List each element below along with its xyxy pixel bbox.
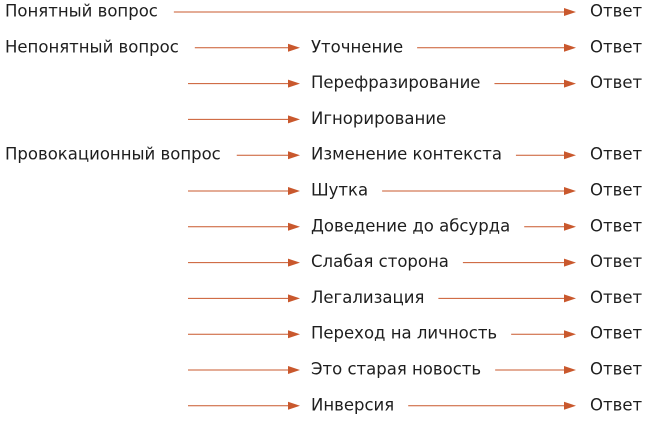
technique: Перефразирование bbox=[311, 73, 480, 92]
technique: Переход на личность bbox=[311, 324, 497, 343]
question: Непонятный вопрос bbox=[5, 37, 179, 56]
answer: Ответ bbox=[590, 181, 642, 200]
technique: Игнорирование bbox=[311, 109, 446, 128]
arrow-head bbox=[288, 43, 300, 52]
answer: Ответ bbox=[590, 73, 642, 92]
arrow-head bbox=[288, 115, 300, 124]
technique: Слабая сторона bbox=[311, 252, 449, 271]
technique: Шутка bbox=[311, 181, 368, 200]
technique: Легализация bbox=[311, 288, 424, 307]
arrow-head bbox=[564, 330, 576, 339]
arrow-head bbox=[564, 43, 576, 52]
answer: Ответ bbox=[590, 2, 642, 21]
arrow-head bbox=[288, 330, 300, 339]
arrow-head bbox=[288, 294, 300, 303]
arrow-head bbox=[564, 366, 576, 374]
technique: Доведение до абсурда bbox=[311, 216, 510, 235]
question: Провокационный вопрос bbox=[5, 145, 221, 164]
arrow-head bbox=[564, 222, 576, 231]
arrow-head bbox=[564, 294, 576, 303]
technique: Уточнение bbox=[311, 37, 403, 56]
answer: Ответ bbox=[590, 37, 642, 56]
answer: Ответ bbox=[590, 252, 642, 271]
arrow-head bbox=[288, 222, 300, 231]
answer: Ответ bbox=[590, 395, 642, 414]
answer: Ответ bbox=[590, 288, 642, 307]
arrow-head bbox=[288, 401, 300, 410]
arrow-head bbox=[288, 366, 300, 374]
arrow-head bbox=[564, 401, 576, 410]
answer: Ответ bbox=[590, 324, 642, 343]
question: Понятный вопрос bbox=[5, 2, 158, 21]
arrow-head bbox=[288, 258, 300, 267]
arrow-head bbox=[564, 79, 576, 88]
arrow-head bbox=[288, 151, 300, 160]
arrow-head bbox=[564, 8, 576, 16]
arrow-head bbox=[288, 79, 300, 88]
answer: Ответ bbox=[590, 216, 642, 235]
arrow-head bbox=[564, 187, 576, 195]
answer: Ответ bbox=[590, 145, 642, 164]
technique: Инверсия bbox=[311, 395, 394, 414]
arrow-head bbox=[564, 151, 576, 160]
technique: Изменение контекста bbox=[311, 145, 502, 164]
arrow-head bbox=[288, 187, 300, 195]
arrow-head bbox=[564, 258, 576, 267]
answer: Ответ bbox=[590, 360, 642, 379]
technique: Это старая новость bbox=[311, 360, 481, 379]
